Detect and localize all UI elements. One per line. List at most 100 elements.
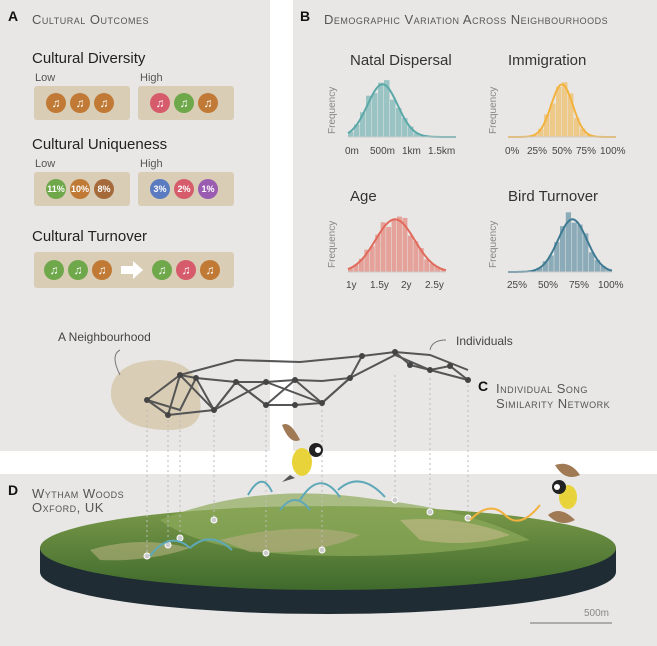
hist-bar-2-2 [358,258,364,272]
neighbourhood-label: A Neighbourhood [58,330,151,344]
hist-bar-2-12 [413,241,419,272]
uniqueness-high-value: 2% [174,179,194,199]
tick-age-0: 1y [346,280,357,291]
hist-bar-2-5 [375,234,381,272]
hist-bar-2-3 [364,249,370,272]
hist-bar-2-0 [348,268,353,272]
panel-d-letter: D [8,482,19,498]
tick-im-3: 75% [576,146,597,157]
tick-bt-2: 75% [569,280,590,291]
tick-nd-2: 1km [402,146,421,157]
music-note-icon: ♫ [68,260,88,280]
hist-bar-2-7 [386,226,392,272]
density-curve-2 [347,218,447,272]
hist-bar-1-13 [586,134,592,137]
panel-c-letter: C [478,378,489,394]
individuals-label: Individuals [456,334,513,348]
hist-bar-3-6 [542,261,548,272]
diversity-title: Cultural Diversity [32,50,146,67]
hist-bar-0-9 [402,118,408,137]
great-tit-bird-icon-2 [548,463,580,524]
hist-bar-0-8 [396,108,402,137]
hist-bar-0-2 [360,112,366,137]
uniqueness-low-value: 8% [94,179,114,199]
hist-bar-1-10 [568,93,574,137]
hist-bar-3-8 [554,242,560,272]
hist-bar-0-11 [414,133,420,137]
music-note-icon: ♫ [46,93,66,113]
music-note-icon: ♫ [198,93,218,113]
hist-bar-0-5 [378,82,384,137]
panel-b-title: Demographic Variation Across Neighbourho… [324,12,609,27]
tick-bt-3: 100% [598,280,624,291]
scale-label: 500m [584,608,610,619]
diversity-low-label: Low [35,72,56,84]
hist-bar-1-11 [574,118,580,137]
hist-bar-1-6 [544,114,550,137]
hist-bar-0-3 [366,95,372,137]
music-note-icon: ♫ [92,260,112,280]
hist-title-age: Age [350,188,377,205]
hist-bar-1-12 [580,128,586,137]
tick-bt-0: 25% [507,280,528,291]
music-note-icon: ♫ [150,93,170,113]
panel-b-letter: B [300,8,311,24]
hist-bar-0-6 [384,80,390,137]
tick-nd-3: 1.5km [428,146,456,157]
hist-bar-2-15 [429,263,435,272]
diversity-high-label: High [140,72,163,84]
uniqueness-high-value: 3% [150,179,170,199]
uniqueness-high-value: 1% [198,179,218,199]
panel-c-title-line2: Similarity Network [496,396,611,411]
hist-bar-2-14 [424,259,430,272]
hist-bar-2-9 [397,216,402,272]
hist-bar-3-14 [588,252,595,272]
uniqueness-low-label: Low [35,158,56,170]
panel-a-letter: A [8,8,19,24]
tick-age-2: 2y [401,280,412,291]
hist-title-immigration: Immigration [508,52,587,69]
music-note-icon: ♫ [70,93,90,113]
panel-a-title: Cultural Outcomes [32,12,149,27]
hist-bar-3-11 [571,222,577,272]
hist-bar-1-8 [556,86,562,137]
hist-bar-3-16 [600,265,606,272]
hist-bar-1-4 [532,134,538,137]
hist-bar-3-12 [577,224,583,272]
immigration-arrow [469,504,541,522]
music-note-icon: ♫ [44,260,64,280]
tick-nd-1: 500m [370,146,396,157]
hist-bar-3-5 [536,267,543,272]
hist-bar-3-9 [560,226,566,272]
hist-bar-0-10 [408,126,414,137]
panel-c-title-line1: Individual Song [496,381,588,396]
music-note-icon: ♫ [200,260,220,280]
turnover-title: Cultural Turnover [32,228,148,245]
hist-bar-3-7 [548,255,554,272]
hist-bar-0-0 [348,131,354,137]
tick-im-1: 25% [527,146,548,157]
tick-im-4: 100% [600,146,626,157]
uniqueness-high-label: High [140,158,163,170]
hist-bar-0-1 [354,124,360,137]
tick-age-3: 2.5y [425,280,444,291]
panel-d-title-line2: Oxford, UK [32,500,104,515]
hist-bar-2-4 [369,246,375,272]
hist-bar-2-8 [391,219,397,272]
hist-bar-2-16 [435,266,441,272]
hist-title-natal-dispersal: Natal Dispersal [350,52,452,69]
uniqueness-low-value: 10% [70,179,90,199]
hist-bar-1-9 [562,82,568,137]
hist-bar-2-10 [402,217,408,272]
hist-bar-3-15 [594,260,600,272]
hist-bar-0-4 [372,93,378,137]
panel-d-title-line1: Wytham Woods [32,486,125,501]
hist-bar-2-6 [380,222,386,272]
hist-bar-2-11 [407,235,413,272]
hist-bar-1-7 [550,103,556,137]
hist-bar-3-10 [565,212,572,272]
movement-arcs [149,480,386,557]
great-tit-bird-icon [282,424,323,482]
tick-nd-0: 0m [345,146,359,157]
